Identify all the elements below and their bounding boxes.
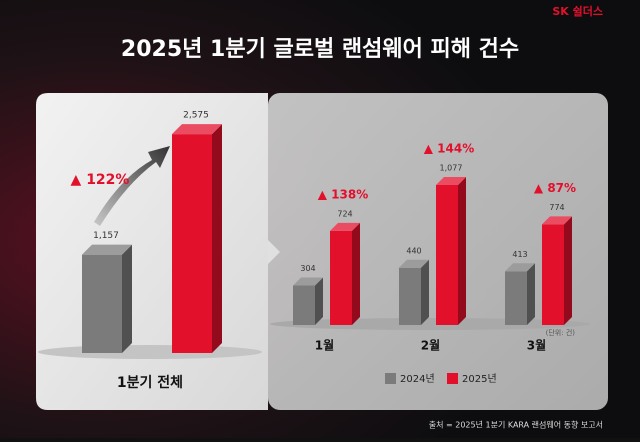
- category-label: 1분기 전체: [117, 374, 183, 391]
- bar-side: [458, 176, 466, 325]
- title: 2025년 1분기 글로벌 랜섬웨어 피해 건수: [121, 37, 519, 62]
- value-label: 1,157: [93, 231, 119, 241]
- bar-side: [352, 222, 360, 325]
- bar: [330, 222, 360, 325]
- bar-top: [330, 222, 360, 231]
- bar-top: [436, 176, 466, 185]
- category-label: 3월: [527, 338, 546, 353]
- bar-side: [527, 263, 535, 325]
- bar: [293, 277, 323, 325]
- change-label: ▲ 138%: [318, 187, 368, 201]
- bar-front: [542, 224, 564, 325]
- bar: [542, 216, 572, 325]
- bar: [82, 244, 132, 353]
- source: 출처 = 2025년 1분기 KARA 랜섬웨어 동향 보고서: [429, 420, 603, 430]
- bar-top: [172, 124, 222, 135]
- growth-arrow: [94, 146, 170, 226]
- bar-side: [212, 124, 222, 353]
- bar-top: [293, 277, 323, 286]
- bar: [399, 259, 429, 325]
- category-label: 2월: [421, 338, 440, 353]
- bar-front: [293, 285, 315, 325]
- bar-front: [436, 184, 458, 325]
- legend-swatch: [385, 373, 396, 384]
- bar-side: [421, 259, 429, 325]
- legend-label: 2024년: [400, 373, 435, 385]
- value-label: 304: [300, 264, 315, 273]
- value-label: 724: [337, 209, 352, 218]
- legend-swatch: [447, 373, 458, 384]
- legend-label: 2025년: [462, 373, 497, 385]
- bar-front: [505, 271, 527, 325]
- brand-logo: SK 쉴더스: [552, 4, 603, 18]
- bar-side: [315, 277, 323, 325]
- bar-top: [399, 259, 429, 268]
- total-panel: [36, 93, 268, 410]
- bar-top: [82, 244, 132, 255]
- bar-top: [505, 263, 535, 272]
- value-label: 440: [406, 246, 421, 255]
- value-label: 1,077: [440, 163, 463, 172]
- value-label: 2,575: [183, 111, 209, 121]
- bar-front: [82, 254, 122, 353]
- change-label: ▲ 122%: [71, 172, 130, 188]
- panel-pointer: [268, 240, 280, 264]
- value-label: 413: [512, 250, 527, 259]
- bar-side: [564, 216, 572, 325]
- bar-front: [172, 134, 212, 353]
- bar-front: [330, 230, 352, 325]
- value-label: 774: [549, 203, 564, 212]
- bar-top: [542, 216, 572, 225]
- change-label: ▲ 87%: [534, 181, 576, 195]
- bar: [436, 176, 466, 325]
- floor: [38, 345, 262, 359]
- bar: [505, 263, 535, 325]
- bar-side: [122, 244, 132, 353]
- category-label: 1월: [315, 338, 334, 353]
- bar: [172, 124, 222, 353]
- unit-label: (단위: 건): [546, 328, 576, 337]
- change-label: ▲ 144%: [424, 141, 474, 155]
- bar-front: [399, 267, 421, 325]
